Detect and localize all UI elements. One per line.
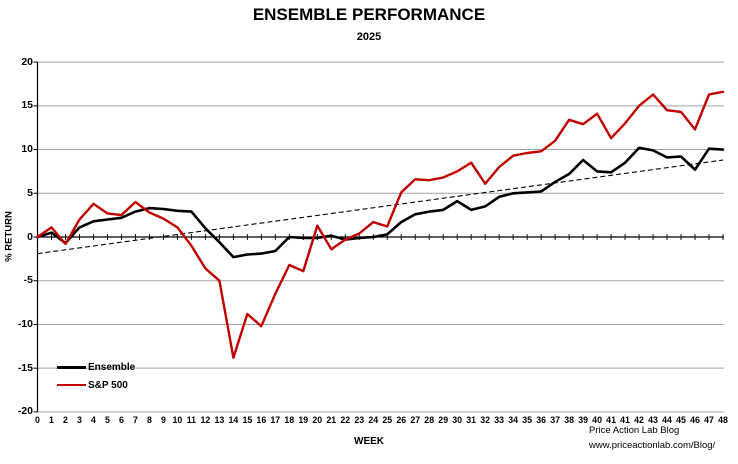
ensemble-line [36,146,725,259]
legend-item-sp500: S&P 500 [57,376,135,394]
x-tick-label: 34 [508,415,519,425]
x-tick-label: 7 [132,415,138,425]
x-tick-label: 47 [704,415,714,425]
y-tick-label: -10 [17,317,33,330]
x-axis-title: WEEK [354,436,384,447]
x-tick-label: 41 [606,415,616,425]
x-tick-label: 0 [35,415,40,425]
footer-blog-name: Price Action Lab Blog [589,425,680,436]
x-tick-label: 39 [578,415,588,425]
x-tick-label: 8 [146,415,152,425]
x-tick-label: 20 [312,415,323,425]
chart-title: ENSEMBLE PERFORMANCE [252,5,486,24]
x-tick-label: 45 [676,415,686,425]
sp500-line-swatch [57,384,86,386]
y-tick-label: 15 [21,99,33,112]
x-tick-label: 17 [270,415,281,425]
x-tick-label: 38 [564,415,574,425]
x-tick-label: 28 [424,415,435,425]
x-tick-label: 3 [77,415,82,425]
x-tick-label: 6 [118,415,124,425]
y-tick-label: -15 [17,361,33,374]
y-tick-label: 20 [21,55,33,68]
footer-blog-url[interactable]: www.priceactionlab.com/Blog/ [589,440,716,451]
x-tick-label: 4 [91,415,96,425]
x-tick-label: 44 [662,415,672,425]
y-tick-label: -5 [23,274,33,287]
x-tick-label: 37 [550,415,560,425]
x-tick-label: 12 [200,415,211,425]
x-tick-label: 21 [326,415,337,425]
y-tick-label: 10 [21,143,33,156]
x-tick-label: 22 [340,415,351,425]
x-tick-label: 15 [242,415,253,425]
y-tick-label: 0 [27,230,33,243]
x-tick-label: 46 [690,415,700,425]
x-tick-label: 13 [214,415,225,425]
x-tick-label: 29 [438,415,449,425]
x-tick-label: 25 [382,415,393,425]
x-tick-label: 41 [620,415,630,425]
x-tick-label: 24 [368,415,379,425]
y-tick-label: 5 [27,186,33,199]
chart-legend: Ensemble S&P 500 [57,358,135,394]
x-tick-label: 23 [354,415,365,425]
y-tick-label: -20 [17,405,33,418]
x-tick-label: 5 [104,415,110,425]
x-tick-label: 30 [452,415,463,425]
ensemble-line-swatch [57,365,86,369]
x-tick-label: 11 [186,415,197,425]
x-tick-label: 19 [298,415,309,425]
x-tick-label: 33 [494,415,505,425]
legend-label-ensemble: Ensemble [88,361,136,373]
x-tick-label: 43 [648,415,658,425]
x-tick-label: 36 [536,415,547,425]
x-tick-label: 31 [466,415,477,425]
chart-subtitle: 2025 [356,31,382,43]
legend-item-ensemble: Ensemble [57,358,135,376]
x-tick-label: 2 [63,415,68,425]
x-tick-label: 10 [172,415,183,425]
legend-label-sp500: S&P 500 [88,379,128,391]
x-tick-label: 48 [718,415,728,425]
x-tick-label: 18 [284,415,295,425]
x-tick-label: 42 [634,415,644,425]
x-tick-label: 26 [396,415,407,425]
x-tick-label: 1 [49,415,54,425]
x-tick-label: 14 [228,415,239,425]
x-tick-label: 40 [592,415,602,425]
x-tick-label: 32 [480,415,491,425]
x-tick-label: 27 [410,415,421,425]
x-tick-label: 9 [160,415,166,425]
x-tick-label: 16 [256,415,267,425]
sp500-line [36,90,725,359]
x-tick-label: 35 [522,415,533,425]
trendline [37,159,724,255]
